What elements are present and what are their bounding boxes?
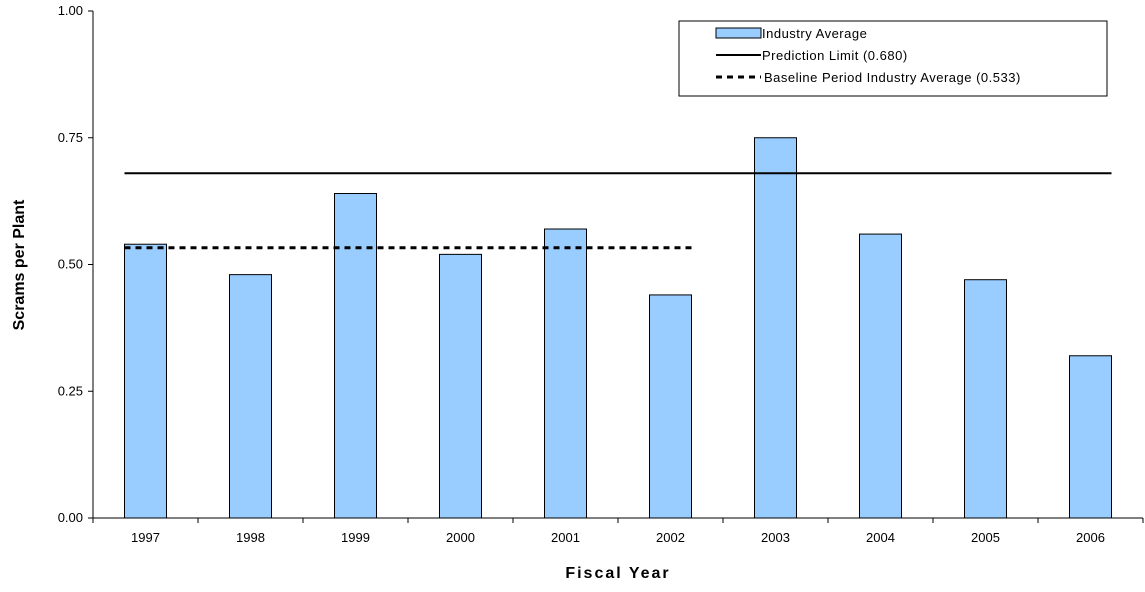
axes-group	[88, 10, 1144, 523]
x-tick-label: 2003	[761, 530, 790, 545]
y-tick-label: 0.75	[58, 130, 83, 145]
legend-swatch-industry-average	[715, 27, 762, 39]
reference-lines-group	[124, 172, 1112, 250]
bar-1999	[334, 193, 377, 519]
legend-label-prediction-limit: Prediction Limit (0.680)	[762, 48, 908, 63]
y-axis-title: Scrams per Plant	[11, 199, 28, 330]
bar-1997	[124, 243, 167, 519]
y-tick-label: 0.25	[58, 383, 83, 398]
x-tick-label: 2006	[1076, 530, 1105, 545]
bar-2003	[754, 137, 797, 519]
x-tick-label: 2005	[971, 530, 1000, 545]
x-tick-labels: 1997 1998 1999 2000 2001 2002 2003 2004 2005 2006	[131, 530, 1105, 545]
bar-1998	[229, 274, 272, 519]
y-tick-label: 1.00	[58, 3, 83, 18]
x-tick-label: 1998	[236, 530, 265, 545]
y-tick-label: 0.00	[58, 510, 83, 525]
x-tick-label: 2004	[866, 530, 895, 545]
bar-2000	[439, 253, 482, 519]
bar-2005	[964, 279, 1007, 519]
x-tick-label: 2001	[551, 530, 580, 545]
x-tick-label: 2002	[656, 530, 685, 545]
legend-label-industry-average: Industry Average	[762, 26, 867, 41]
x-axis-title: Fiscal Year	[565, 565, 670, 582]
bar-2002	[649, 294, 692, 519]
bar-2004	[859, 233, 902, 519]
bar-2001	[544, 228, 587, 519]
x-tick-label: 1999	[341, 530, 370, 545]
bar-2006	[1069, 355, 1112, 519]
legend-label-baseline: Baseline Period Industry Average (0.533)	[764, 70, 1021, 85]
y-tick-labels: 0.00 0.25 0.50 0.75 1.00	[58, 3, 83, 525]
x-tick-label: 2000	[446, 530, 475, 545]
legend: Industry Average Prediction Limit (0.680…	[678, 20, 1108, 97]
x-tick-label: 1997	[131, 530, 160, 545]
y-tick-label: 0.50	[58, 257, 83, 272]
